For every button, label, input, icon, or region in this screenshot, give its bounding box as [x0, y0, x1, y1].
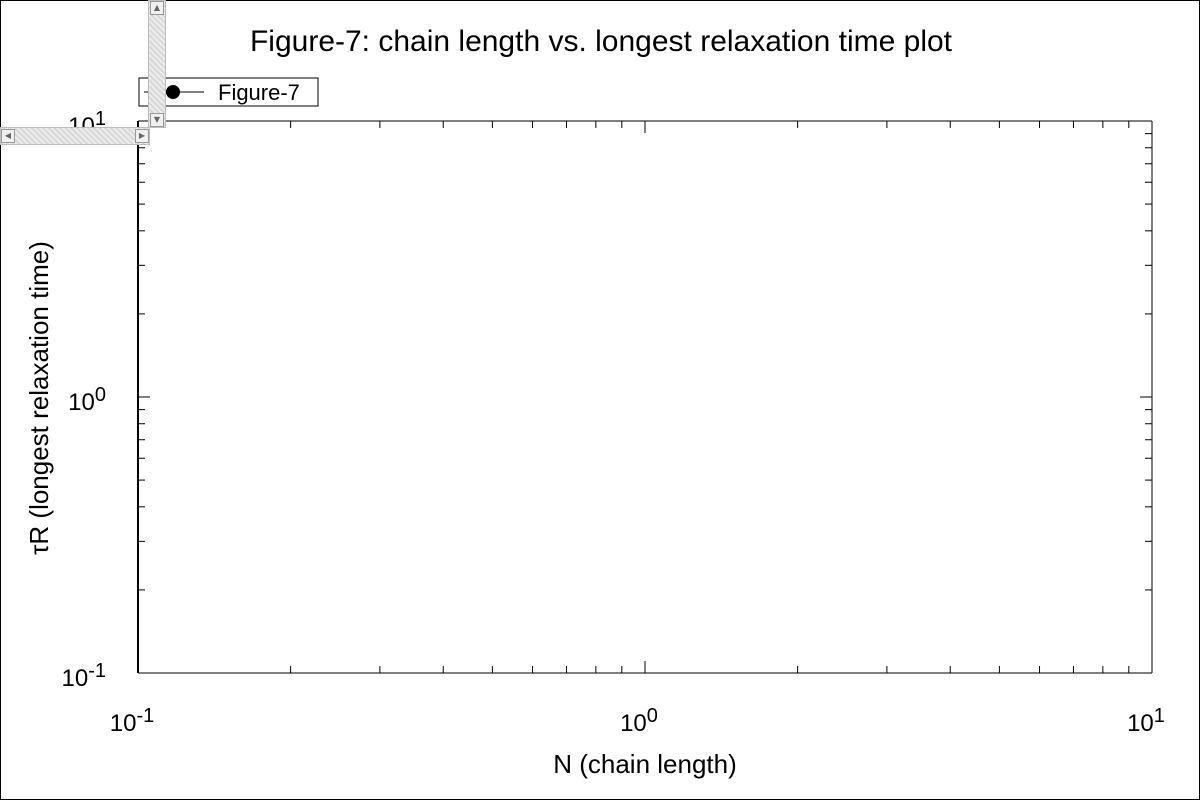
y-tick-label: 100 — [68, 384, 106, 416]
x-tick-labels: 10-1 100 101 — [110, 705, 1165, 737]
y-tick-label: 10-1 — [62, 660, 107, 692]
x-tick-label: 101 — [1127, 705, 1165, 737]
scroll-down-button[interactable]: ▼ — [150, 113, 164, 127]
horizontal-scrollbar[interactable]: ◀ ▶ — [0, 127, 150, 145]
axis-ticks — [137, 120, 1152, 674]
scroll-right-button[interactable]: ▶ — [135, 129, 149, 143]
y-axis-title: τR (longest relaxation time) — [24, 241, 54, 555]
x-tick-label: 100 — [620, 705, 658, 737]
vertical-scrollbar[interactable]: ▲ ▼ — [148, 0, 166, 128]
x-tick-label: 10-1 — [110, 705, 155, 737]
x-axis-title: N (chain length) — [553, 749, 737, 779]
legend: Figure-7 — [138, 77, 319, 107]
legend-marker-circle — [166, 85, 180, 99]
scroll-left-button[interactable]: ◀ — [1, 129, 15, 143]
chart-title: Figure-7: chain length vs. longest relax… — [250, 25, 953, 58]
legend-label: Figure-7 — [218, 80, 300, 105]
plot-area — [137, 120, 1153, 674]
scroll-up-button[interactable]: ▲ — [150, 1, 164, 15]
